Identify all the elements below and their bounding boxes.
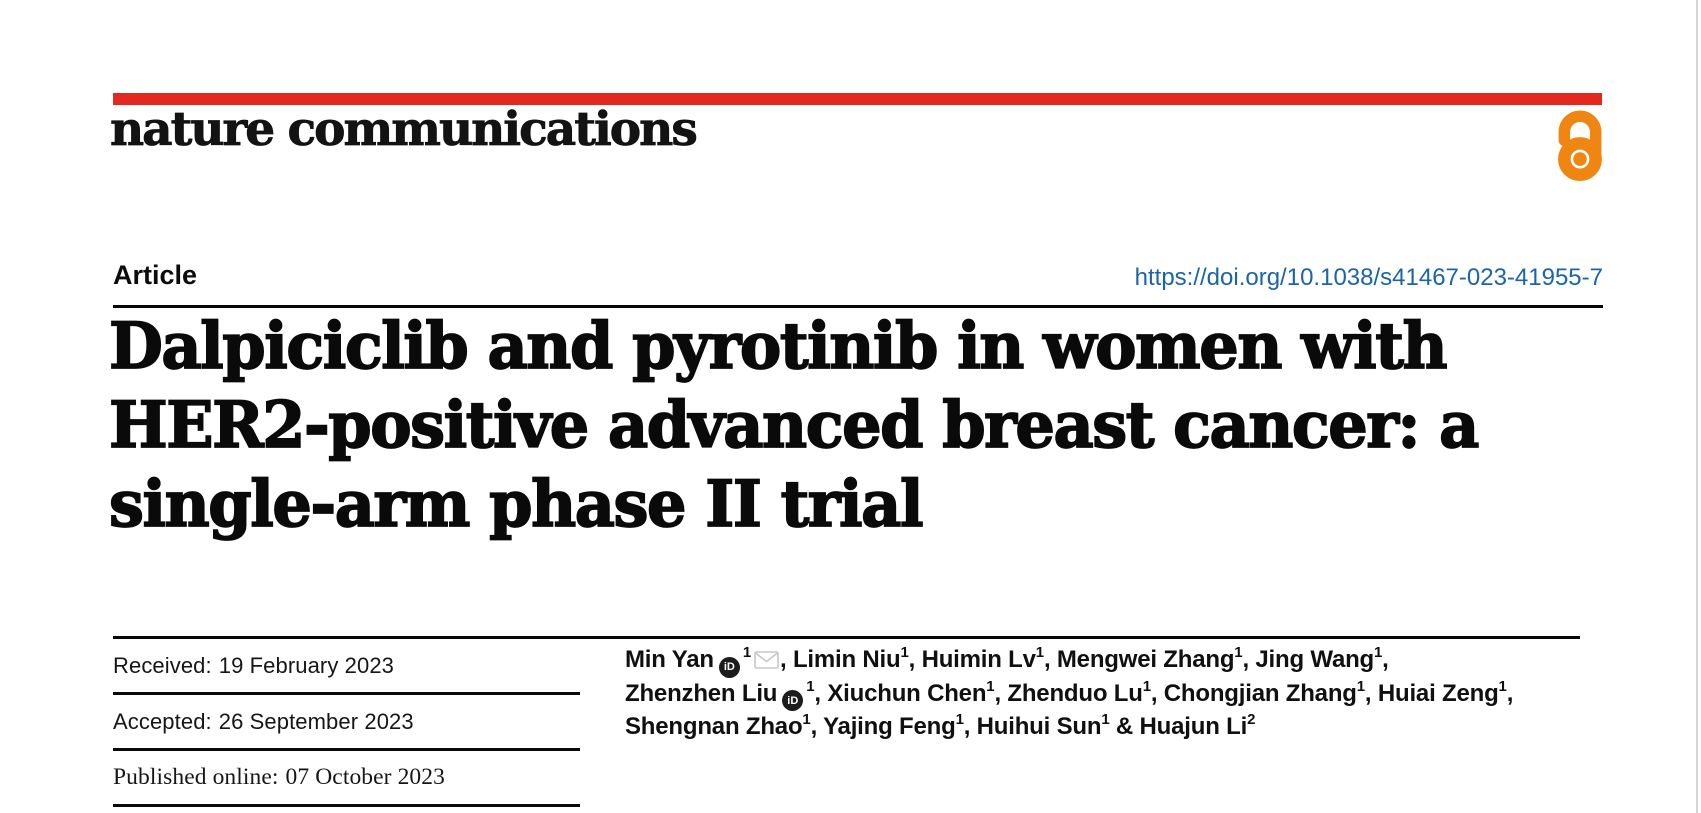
history-label: Received: <box>113 652 212 678</box>
header-rule <box>113 305 1603 308</box>
author-name: , Huihui Sun <box>963 713 1102 740</box>
author-name: , Huiai Zeng <box>1364 679 1499 707</box>
history-row-received: Received: 19 February 2023 <box>113 639 580 692</box>
history-row-published-online: Published online: 07 October 2023 <box>113 751 580 804</box>
author-name: , Jing Wang <box>1242 646 1375 673</box>
affiliation-superscript: 1 <box>742 644 752 661</box>
author-name: , <box>1506 679 1514 707</box>
author-name: , Chongjian Zhang <box>1150 679 1357 707</box>
history-value: 07 October 2023 <box>285 764 445 790</box>
author-name: , Yajing Feng <box>810 713 956 740</box>
email-envelope-icon[interactable] <box>754 651 779 669</box>
publication-history-panel: Received: 19 February 2023 Accepted: 26 Sep… <box>113 639 580 807</box>
affiliation-superscript: 1 <box>1101 711 1110 728</box>
author-name: , Huimin Lv <box>908 646 1036 673</box>
author-list: Min Yan iD1, Limin Niu1, Huimin Lv1, Meng… <box>625 644 1605 743</box>
article-title: Dalpiciclib and pyrotinib in women with … <box>108 307 1486 544</box>
author-name: , Zhenduo Lu <box>994 679 1143 707</box>
affiliation-superscript: 1 <box>806 677 815 695</box>
author-name: Zhenzhen Liu <box>625 679 778 707</box>
title-line-2: HER2-positive advanced breast cancer: a <box>108 387 1480 464</box>
affiliation-superscript: 1 <box>955 711 964 728</box>
history-rule <box>113 748 580 751</box>
affiliation-superscript: 1 <box>1374 644 1383 661</box>
author-name: Min Yan <box>625 646 714 673</box>
author-name: & Huajun Li <box>1109 713 1248 740</box>
open-access-icon[interactable] <box>1558 110 1602 181</box>
history-value: 19 February 2023 <box>218 652 395 678</box>
page-right-edge-divider <box>1696 0 1698 813</box>
affiliation-superscript: 1 <box>1234 644 1243 661</box>
brand-red-bar <box>113 93 1602 105</box>
article-type-label: Article <box>113 260 198 290</box>
journal-logo[interactable]: nature communications <box>110 102 699 157</box>
orcid-icon[interactable]: iD <box>718 656 740 678</box>
author-line: Shengnan Zhao1, Yajing Feng1, Huihui Sun… <box>625 711 1605 743</box>
history-label: Accepted: <box>113 708 212 734</box>
author-name: , Mengwei Zhang <box>1043 646 1235 673</box>
history-value: 26 September 2023 <box>218 708 414 734</box>
author-line: Min Yan iD1, Limin Niu1, Huimin Lv1, Meng… <box>625 644 1605 678</box>
affiliation-superscript: 1 <box>900 644 909 661</box>
author-name: , Limin Niu <box>780 646 901 673</box>
title-line-1: Dalpiciclib and pyrotinib in women with <box>108 308 1448 385</box>
doi-link[interactable]: https://doi.org/10.1038/s41467-023-41955… <box>1134 264 1603 291</box>
history-row-accepted: Accepted: 26 September 2023 <box>113 695 580 748</box>
history-label: Published online: <box>113 764 279 790</box>
affiliation-superscript: 1 <box>986 677 995 695</box>
footer-top-rule <box>113 636 1580 639</box>
title-line-3: single-arm phase II trial <box>108 466 924 543</box>
affiliation-superscript: 2 <box>1247 711 1256 728</box>
affiliation-superscript: 1 <box>1142 677 1151 695</box>
affiliation-superscript: 1 <box>1035 644 1044 661</box>
affiliation-superscript: 1 <box>1498 677 1507 695</box>
author-name: , Xiuchun Chen <box>814 679 987 707</box>
author-name: Shengnan Zhao <box>625 713 803 740</box>
history-rule <box>113 804 580 807</box>
affiliation-superscript: 1 <box>1356 677 1365 695</box>
author-line: Zhenzhen Liu iD1, Xiuchun Chen1, Zhenduo … <box>625 677 1605 711</box>
history-rule <box>113 692 580 695</box>
author-name: , <box>1382 646 1389 673</box>
affiliation-superscript: 1 <box>802 711 811 728</box>
orcid-icon[interactable]: iD <box>782 690 804 711</box>
